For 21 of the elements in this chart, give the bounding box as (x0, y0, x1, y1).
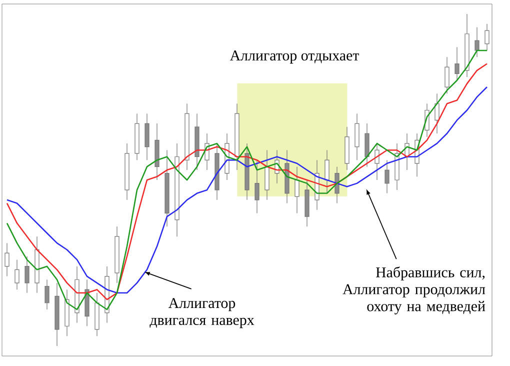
candlestick (144, 113, 150, 160)
candlestick (474, 26, 480, 58)
candlestick (24, 256, 30, 294)
annotation: Аллигатор отдыхает (230, 50, 360, 64)
candlestick (354, 113, 360, 160)
candlestick (264, 150, 270, 200)
candlestick (4, 242, 10, 277)
candlestick (254, 160, 260, 214)
annotation: Набравшись сил, Аллигатор продолжил охоту на медведей (342, 266, 486, 314)
candlestick (484, 24, 490, 51)
annotation: Аллигатор двигался наверх (150, 298, 254, 328)
candlestick (454, 46, 460, 81)
candlestick (374, 143, 380, 180)
candlestick (14, 259, 20, 290)
candlestick (294, 166, 300, 214)
candlestick (44, 279, 50, 310)
candlestick (434, 93, 440, 134)
candlestick (364, 123, 370, 168)
candlestick (444, 56, 450, 94)
candlestick (384, 160, 390, 194)
candlestick (324, 150, 330, 194)
